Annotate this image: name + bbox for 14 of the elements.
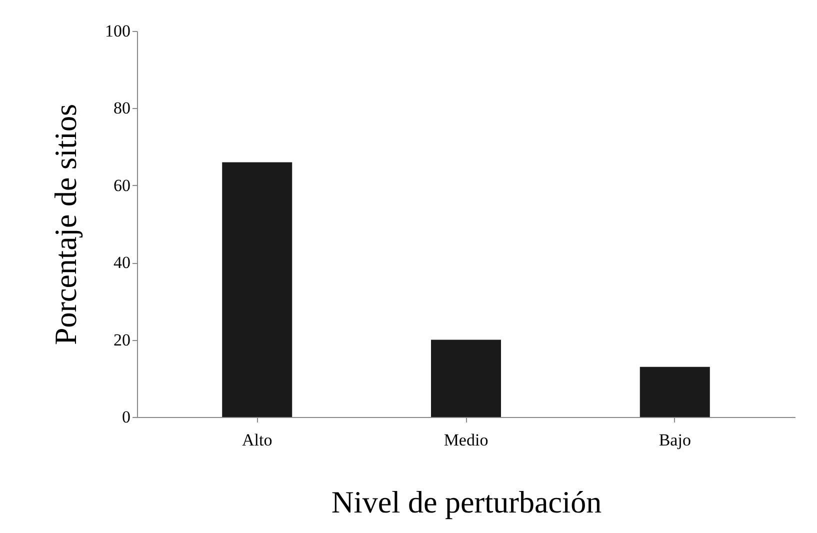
y-tick-label: 80 (114, 98, 130, 118)
y-tick-label: 100 (105, 22, 130, 40)
bar (640, 366, 710, 417)
y-tick-label: 20 (114, 330, 130, 350)
y-tick-label: 40 (114, 253, 130, 272)
y-axis-title: Porcentaje de sitios (48, 104, 83, 346)
bar (431, 340, 501, 417)
bar (222, 162, 292, 417)
y-tick-label: 60 (114, 176, 130, 195)
x-tick-label: Medio (444, 430, 488, 450)
y-tick-label: 0 (122, 408, 130, 426)
x-tick-label: Bajo (658, 430, 691, 450)
x-axis-title: Nivel de perturbación (331, 484, 602, 520)
x-tick-label: Alto (242, 430, 272, 450)
